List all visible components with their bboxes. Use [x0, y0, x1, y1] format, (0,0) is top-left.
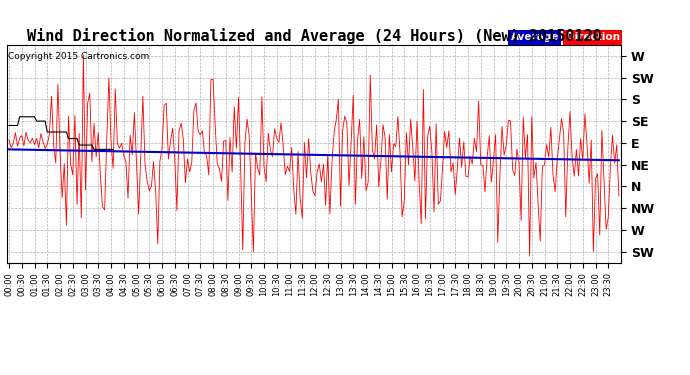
Text: Direction: Direction	[566, 32, 620, 42]
Text: Copyright 2015 Cartronics.com: Copyright 2015 Cartronics.com	[8, 51, 149, 60]
Text: Average: Average	[511, 32, 559, 42]
Title: Wind Direction Normalized and Average (24 Hours) (New) 20150120: Wind Direction Normalized and Average (2…	[26, 28, 602, 44]
